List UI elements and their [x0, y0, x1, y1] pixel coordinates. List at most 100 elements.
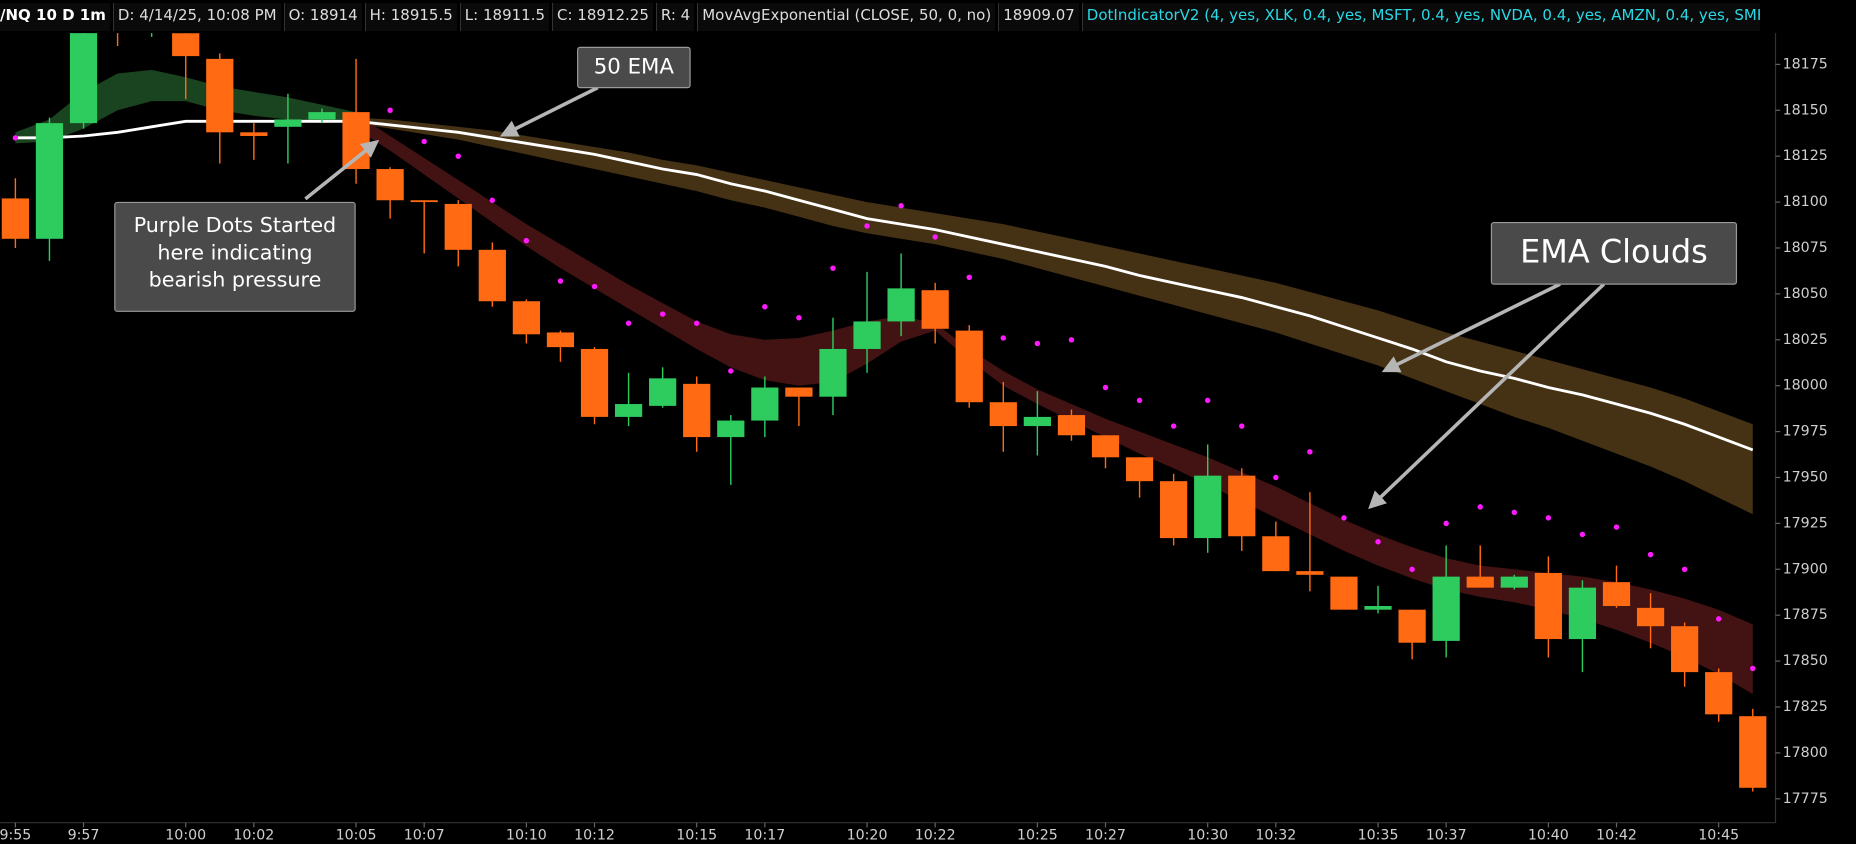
y-tick-label: 18150 — [1783, 102, 1828, 118]
annotation-text: bearish pressure — [149, 268, 322, 292]
annotations: 50 EMA Purple Dots Started here indicating… — [114, 46, 1738, 510]
header-item: MovAvgExponential (CLOSE, 50, 0, no) — [697, 3, 996, 31]
indicator-dot — [387, 107, 393, 114]
indicator-dot — [1715, 616, 1722, 622]
indicator-dot — [1102, 384, 1109, 391]
y-tick-label: 17775 — [1783, 791, 1828, 807]
candle-body — [1534, 572, 1562, 640]
indicator-dot — [1068, 337, 1075, 343]
candle-body — [1671, 626, 1699, 673]
x-tick-label: 10:17 — [744, 828, 785, 844]
x-tick-label: 10:07 — [404, 828, 445, 844]
y-tick-label: 18175 — [1783, 56, 1828, 72]
candle-body — [1398, 609, 1426, 643]
candle-body — [69, 33, 98, 124]
x-tick-label: 10:00 — [165, 828, 206, 844]
annotation-text: 50 EMA — [594, 54, 675, 79]
candle-body — [683, 383, 711, 438]
candle-body — [35, 123, 64, 239]
x-tick-label: 10:25 — [1017, 828, 1058, 844]
candle-body — [1636, 607, 1665, 627]
x-tick-label: 10:40 — [1528, 828, 1569, 844]
x-tick-label: 10:20 — [847, 828, 888, 844]
arrow — [1368, 282, 1606, 510]
candle-body — [172, 33, 200, 57]
candle-body — [1057, 415, 1086, 436]
x-tick-label: 10:32 — [1255, 828, 1296, 844]
y-tick-label: 17850 — [1783, 653, 1828, 669]
candle-body — [1466, 576, 1494, 588]
x-tick-label: 10:35 — [1358, 828, 1399, 844]
x-tick-label: 10:45 — [1698, 828, 1739, 844]
header-item: H: 18915.5 — [364, 3, 457, 31]
candle-body — [989, 402, 1017, 427]
candle-body — [1160, 481, 1188, 539]
candle-body — [717, 420, 745, 438]
candle-body — [240, 132, 268, 136]
candle-body — [1194, 475, 1222, 539]
indicator-dot — [1136, 397, 1143, 404]
candle-body — [376, 169, 404, 201]
candle-body — [478, 249, 506, 302]
header-item: 18909.07 — [998, 3, 1079, 31]
indicator-dot — [1443, 520, 1449, 527]
indicator-dot — [557, 278, 564, 284]
y-tick-label: 17900 — [1783, 561, 1828, 577]
x-tick-label: 10:02 — [233, 828, 274, 844]
candle-body — [274, 119, 302, 127]
indicator-dot — [1545, 515, 1552, 521]
header-item: D: 4/14/25, 10:08 PM — [112, 3, 281, 31]
indicator-dot — [12, 135, 19, 141]
indicator-dot — [1034, 340, 1041, 347]
candle-body — [1500, 576, 1528, 588]
candle-body — [1602, 582, 1631, 607]
candle-body — [751, 387, 779, 421]
indicator-dot — [421, 138, 427, 145]
indicator-dot — [591, 283, 598, 290]
ema-cloud — [15, 69, 357, 144]
indicator-dot — [728, 368, 734, 374]
indicator-dot — [693, 320, 700, 326]
candle-body — [206, 58, 234, 133]
y-tick-label: 18075 — [1783, 240, 1828, 256]
indicator-dot — [796, 315, 802, 321]
indicator-dot — [523, 237, 530, 244]
annotation-text: EMA Clouds — [1520, 232, 1708, 270]
indicator-dot — [966, 274, 972, 281]
y-tick-label: 17975 — [1783, 424, 1828, 440]
candle-body — [1, 198, 29, 239]
indicator-dot — [762, 304, 768, 310]
indicator-dot — [1341, 515, 1347, 521]
candle-body — [444, 203, 472, 250]
indicator-dot — [932, 234, 938, 240]
annotation-text: here indicating — [157, 240, 312, 264]
annotation-box — [577, 46, 691, 89]
y-tick-label: 18000 — [1783, 378, 1828, 394]
axes: 17775 17800 17825 17850 17875 17900 17925 17950… — [0, 56, 1828, 843]
y-tick-label: 17825 — [1783, 699, 1828, 715]
indicator-dot — [1750, 665, 1756, 672]
arrow — [1381, 282, 1561, 373]
indicator-dot — [864, 223, 870, 229]
annotation-box — [114, 201, 356, 312]
candle-body — [1705, 672, 1733, 715]
y-tick-label: 18025 — [1783, 332, 1828, 348]
arrow — [304, 139, 380, 201]
ema-cloud — [356, 113, 1753, 695]
indicator-dot — [1170, 423, 1177, 429]
candle-body — [512, 301, 540, 335]
x-tick-label: 10:10 — [506, 828, 547, 844]
x-tick-label: 10:37 — [1426, 828, 1467, 844]
y-tick-label: 18100 — [1783, 194, 1828, 210]
y-tick-label: 18125 — [1783, 148, 1828, 164]
indicator-dot — [1375, 539, 1381, 545]
indicator-dot — [1307, 449, 1313, 455]
x-tick-label: 10:12 — [574, 828, 615, 844]
candle-body — [1228, 475, 1256, 537]
header-item: DotIndicatorV2 (4, yes, XLK, 0.4, yes, M… — [1081, 3, 1760, 31]
indicator-dot — [455, 153, 461, 159]
indicator-dot — [1647, 551, 1654, 558]
indicator-dot — [1273, 474, 1279, 481]
